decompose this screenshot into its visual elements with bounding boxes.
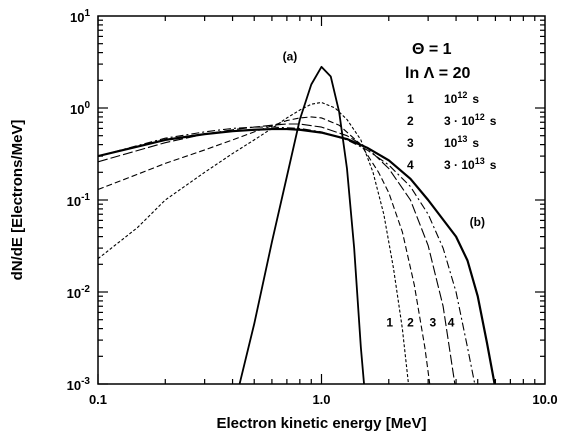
series-line-4 [98, 126, 476, 384]
y-tick-label: 10-3 [67, 376, 91, 393]
legend-base: 10 [461, 114, 475, 128]
annotation-label: (b) [470, 215, 485, 229]
axis-ticks [97, 16, 545, 385]
y-tick-label: 10-1 [67, 192, 91, 209]
y-tick-base: 10 [67, 194, 81, 209]
y-tick-exp: -2 [81, 284, 90, 295]
legend-base: 10 [461, 158, 475, 172]
legend-unit: s [490, 114, 497, 128]
y-tick-exp: 1 [84, 8, 90, 19]
series-line-0 [238, 65, 365, 384]
legend-unit: s [472, 136, 479, 150]
curve-end-label: 3 [430, 316, 437, 330]
legend-exp: 13 [475, 156, 485, 166]
legend-exp: 12 [475, 112, 485, 122]
legend-factor: 3 · [444, 114, 461, 128]
y-tick-exp: -3 [81, 376, 90, 387]
lnlambda-param: ln Λ = 20 [405, 65, 470, 82]
legend-base: 10 [444, 92, 458, 106]
x-tick-label: 0.1 [89, 392, 107, 407]
legend-time: 1013 s [444, 134, 479, 150]
annotations: (a)(b)1 2 3 4 [283, 49, 485, 329]
series-line-2 [98, 116, 431, 384]
legend-time: 3 · 1013 s [444, 156, 497, 172]
x-axis-title: Electron kinetic energy [MeV] [216, 415, 426, 432]
curve-end-label: 2 [407, 316, 414, 330]
y-axis-title: dN/dE [Electrons/MeV] [9, 120, 26, 281]
legend-number: 2 [407, 114, 414, 128]
y-tick-label: 100 [70, 100, 90, 117]
annotation-label: (a) [283, 49, 298, 63]
series-line-3 [98, 123, 456, 384]
y-tick-label: 10-2 [67, 284, 91, 301]
y-tick-base: 10 [70, 10, 84, 25]
y-tick-base: 10 [67, 378, 81, 393]
x-tick-label: 1.0 [312, 392, 330, 407]
legend-time: 1012 s [444, 90, 479, 106]
legend-unit: s [472, 92, 479, 106]
theta-param: Θ = 1 [412, 41, 452, 58]
params-block: Θ = 1 ln Λ = 20 [405, 41, 470, 82]
legend-base: 10 [444, 136, 458, 150]
y-tick-label: 101 [70, 8, 90, 25]
series-line-1 [98, 101, 410, 384]
y-tick-exp: -1 [81, 192, 90, 203]
y-tick-exp: 0 [84, 100, 90, 111]
legend-number: 3 [407, 136, 414, 150]
series-group [98, 65, 496, 384]
y-tick-base: 10 [67, 286, 81, 301]
series-line-5 [98, 127, 496, 384]
curve-end-label: 4 [448, 316, 455, 330]
legend-time: 3 · 1012 s [444, 112, 497, 128]
legend-factor: 3 · [444, 158, 461, 172]
legend-number: 4 [407, 158, 414, 172]
y-tick-base: 10 [70, 102, 84, 117]
legend-number: 1 [407, 92, 414, 106]
plot-frame [97, 15, 546, 385]
x-tick-label: 10.0 [532, 392, 557, 407]
legend-unit: s [490, 158, 497, 172]
legend-exp: 12 [457, 90, 467, 100]
legend-exp: 13 [457, 134, 467, 144]
curve-end-label: 1 [386, 316, 393, 330]
legend: 1 1012 s2 3 · 1012 s3 1013 s4 3 · 1013 s [407, 90, 497, 172]
